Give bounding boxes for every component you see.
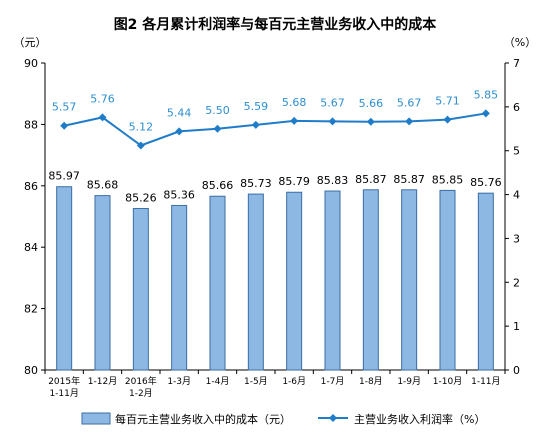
bar-value-label: 85.83: [317, 174, 349, 187]
x-axis-tick-label: 1-3月: [167, 376, 191, 387]
bar: [439, 189, 456, 371]
x-axis-tick-label: 1-11月: [49, 388, 78, 399]
left-axis-tick-label: 80: [24, 364, 38, 377]
bar: [401, 189, 418, 371]
line-point-marker: [98, 113, 107, 122]
bar-value-label: 85.36: [163, 188, 195, 201]
right-axis-tick-label: 5: [513, 145, 520, 158]
right-axis-tick-label: 2: [513, 276, 520, 289]
line-point-marker: [136, 141, 145, 150]
x-axis-tick-label: 1-7月: [321, 376, 345, 387]
bar-value-label: 85.66: [202, 179, 234, 192]
left-axis-tick-label: 90: [24, 57, 38, 70]
bar-value-label: 85.76: [470, 176, 502, 189]
line-value-label: 5.44: [167, 106, 192, 119]
line-value-label: 5.66: [359, 97, 384, 110]
bar: [132, 208, 149, 371]
line-value-label: 5.85: [474, 88, 499, 101]
x-axis-tick-label: 1-4月: [206, 376, 230, 387]
bar-value-label: 85.79: [278, 175, 310, 188]
line-value-label: 5.68: [282, 96, 307, 109]
line-point-marker: [443, 115, 452, 124]
line-value-label: 5.67: [397, 96, 422, 109]
right-axis-tick-label: 3: [513, 232, 520, 245]
chart-title: 图2 各月累计利润率与每百元主营业务收入中的成本: [114, 16, 438, 33]
right-axis-tick-label: 0: [513, 364, 520, 377]
bar: [362, 189, 379, 371]
bar-value-label: 85.85: [432, 173, 464, 186]
line-value-label: 5.50: [205, 104, 230, 117]
line-value-label: 5.59: [244, 100, 269, 113]
right-axis-tick-label: 7: [513, 57, 520, 70]
x-axis-tick-label: 2016年: [125, 375, 157, 387]
legend-bar-swatch: [81, 412, 111, 425]
line-value-label: 5.76: [90, 92, 115, 105]
line-point-marker: [366, 117, 375, 126]
line-value-label: 5.67: [320, 96, 345, 109]
bar: [247, 193, 264, 371]
bar-value-label: 85.68: [87, 179, 119, 192]
bar: [56, 186, 73, 371]
line-point-marker: [251, 120, 260, 129]
legend-line-label: 主营业务收入利润率（%）: [354, 412, 485, 426]
line-point-marker: [175, 127, 184, 136]
right-axis-tick-label: 6: [513, 101, 520, 114]
x-axis-tick-label: 1-10月: [433, 376, 462, 387]
x-axis-tick-label: 1-6月: [282, 376, 306, 387]
line-value-label: 5.12: [129, 120, 154, 133]
bar-value-label: 85.87: [393, 173, 425, 186]
left-axis-tick-label: 86: [24, 180, 38, 193]
line-point-marker: [290, 116, 299, 125]
left-axis-unit: （元）: [14, 36, 47, 49]
left-axis-tick-label: 82: [24, 303, 38, 316]
line-point-marker: [213, 124, 222, 133]
bar-value-label: 85.97: [48, 170, 80, 183]
bar: [477, 192, 494, 371]
left-axis-tick-label: 88: [24, 118, 38, 131]
right-axis-tick-label: 4: [513, 189, 520, 202]
bar: [324, 190, 341, 371]
line-value-label: 5.71: [435, 95, 460, 108]
bar: [286, 191, 303, 371]
left-axis-tick-label: 84: [24, 241, 38, 254]
line-point-marker: [481, 109, 490, 118]
bar: [209, 195, 226, 371]
legend-line-marker: [329, 414, 337, 422]
x-axis-tick-label: 1-5月: [244, 376, 268, 387]
line-point-marker: [328, 117, 337, 126]
right-axis-unit: （%）: [504, 36, 536, 49]
x-axis-tick-label: 1-11月: [471, 376, 500, 387]
legend: 每百元主营业务收入中的成本（元） 主营业务收入利润率（%）: [81, 412, 485, 426]
x-axis-tick-label: 1-12月: [88, 376, 117, 387]
bar-value-label: 85.87: [355, 173, 387, 186]
x-axis-tick-label: 1-2月: [129, 388, 153, 399]
bar: [94, 195, 111, 371]
x-axis-tick-label: 1-8月: [359, 376, 383, 387]
bar-value-label: 85.26: [125, 192, 157, 205]
line-point-marker: [60, 121, 69, 130]
line-point-marker: [405, 117, 414, 126]
bar-value-label: 85.73: [240, 177, 272, 190]
legend-bar-label: 每百元主营业务收入中的成本（元）: [115, 412, 291, 426]
right-axis-tick-label: 1: [513, 320, 520, 333]
x-axis-tick-label: 1-9月: [397, 376, 421, 387]
line-value-label: 5.57: [52, 101, 77, 114]
line-series-path: [63, 112, 486, 147]
bar: [171, 204, 188, 371]
x-axis-tick-label: 2015年: [48, 375, 80, 387]
